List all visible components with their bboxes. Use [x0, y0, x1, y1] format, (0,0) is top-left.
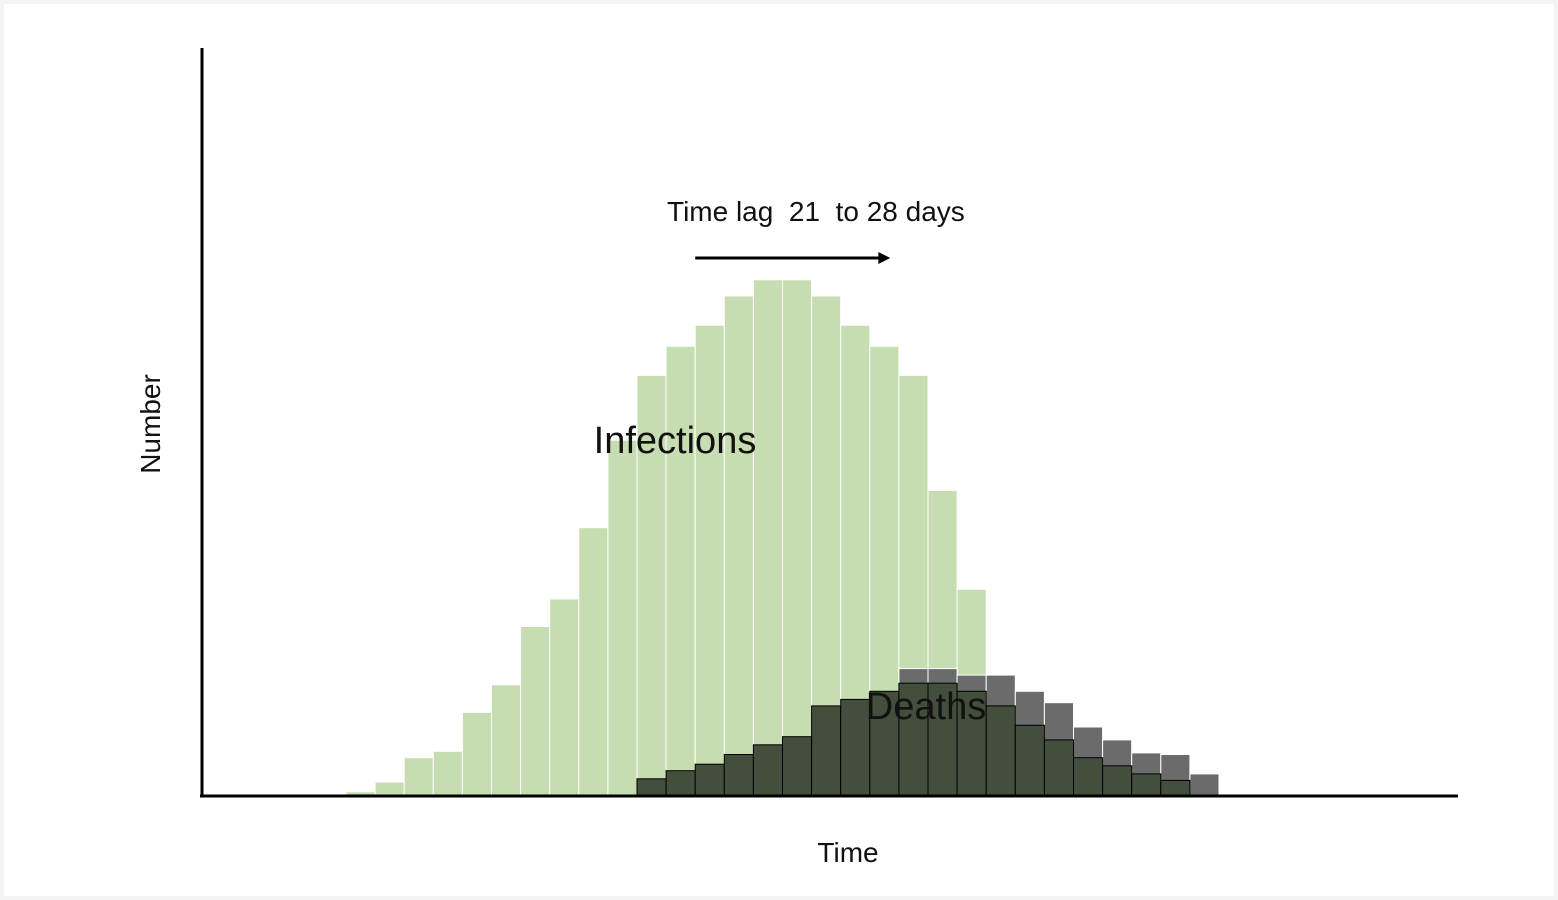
- bar-infections-12: [694, 324, 725, 796]
- bar-deaths-19: [898, 682, 929, 796]
- x-axis-label: Time: [817, 837, 878, 868]
- bar-deaths-21: [956, 690, 987, 796]
- epidemic-chart: Time lag 21 to 28 days Infections Deaths…: [135, 48, 1458, 868]
- bar-deaths-23: [1014, 724, 1045, 796]
- deaths-label: Deaths: [866, 686, 986, 728]
- bar-infections-5: [491, 684, 522, 796]
- bar-deaths-12: [694, 763, 725, 796]
- bar-deaths-28: [1160, 779, 1191, 796]
- bar-deaths-beyond-overlap-29: [1189, 773, 1220, 796]
- bar-infections-7: [549, 598, 580, 796]
- bar-infections-4: [461, 711, 492, 796]
- bar-deaths-16: [811, 705, 842, 796]
- chart-canvas: Time lag 21 to 28 days Infections Deaths…: [4, 4, 1554, 896]
- bar-deaths-24: [1043, 739, 1075, 796]
- bar-deaths-13: [723, 754, 754, 796]
- bar-deaths-27: [1131, 773, 1162, 796]
- bar-infections-13: [723, 295, 754, 796]
- bar-infections-2: [403, 757, 434, 796]
- infections-label: Infections: [594, 420, 757, 462]
- bar-infections-14: [752, 279, 784, 796]
- bar-deaths-11: [665, 770, 696, 796]
- bar-deaths-25: [1073, 757, 1104, 796]
- y-axis-label: Number: [135, 374, 166, 474]
- axes-layer: [200, 48, 1458, 798]
- bars-layer: [345, 279, 1220, 796]
- bar-infections-11: [665, 345, 696, 796]
- bar-deaths-22: [985, 705, 1016, 796]
- bar-deaths-15: [782, 736, 813, 796]
- bar-infections-3: [432, 750, 463, 796]
- annotation-layer: Time lag 21 to 28 days Infections Deaths…: [135, 196, 986, 868]
- lag-arrow-head: [878, 252, 891, 264]
- bar-deaths-14: [752, 744, 784, 796]
- bar-infections-6: [520, 626, 551, 796]
- bar-infections-1: [374, 781, 405, 796]
- bar-infections-8: [578, 527, 609, 796]
- bar-infections-9: [607, 439, 638, 796]
- bar-deaths-10: [636, 778, 667, 796]
- bar-infections-15: [782, 279, 813, 796]
- lag-annotation: Time lag 21 to 28 days: [667, 196, 965, 227]
- bar-deaths-26: [1102, 765, 1133, 796]
